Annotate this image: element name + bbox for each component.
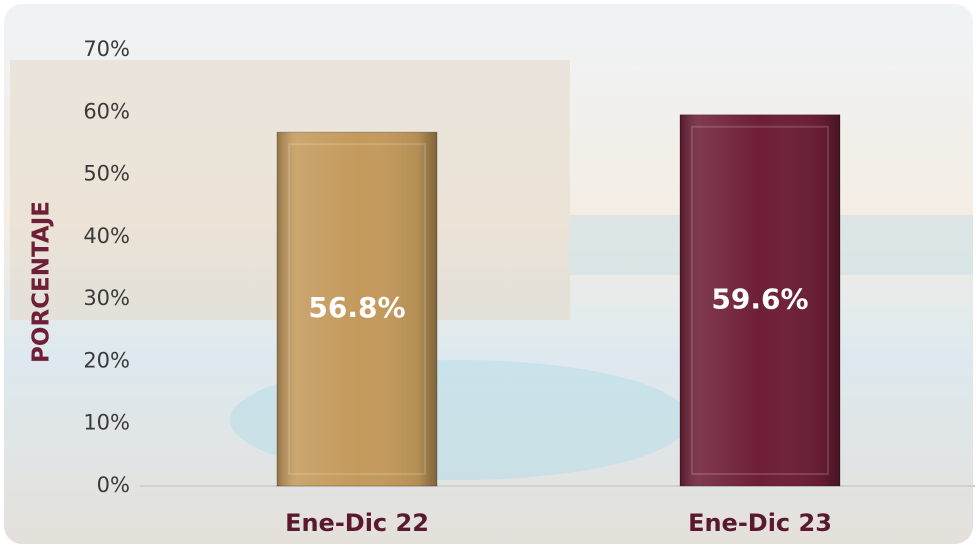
x-tick-label: Ene-Dic 23	[688, 509, 832, 537]
y-tick-label: 70%	[83, 37, 130, 61]
y-tick-label: 0%	[97, 473, 130, 497]
x-tick-label: Ene-Dic 22	[285, 509, 429, 537]
value-label: 59.6%	[711, 282, 808, 315]
bar-bevel-inner	[691, 125, 829, 476]
y-tick-label: 10%	[83, 411, 130, 435]
y-tick-label: 60%	[83, 99, 130, 123]
y-tick-label: 40%	[83, 224, 130, 248]
bar-bevel-inner	[288, 143, 426, 476]
y-axis-title: PORCENTAJE	[29, 201, 55, 363]
value-label: 56.8%	[308, 291, 405, 324]
y-tick-label: 20%	[83, 348, 130, 372]
y-tick-label: 50%	[83, 162, 130, 186]
y-tick-label: 30%	[83, 286, 130, 310]
